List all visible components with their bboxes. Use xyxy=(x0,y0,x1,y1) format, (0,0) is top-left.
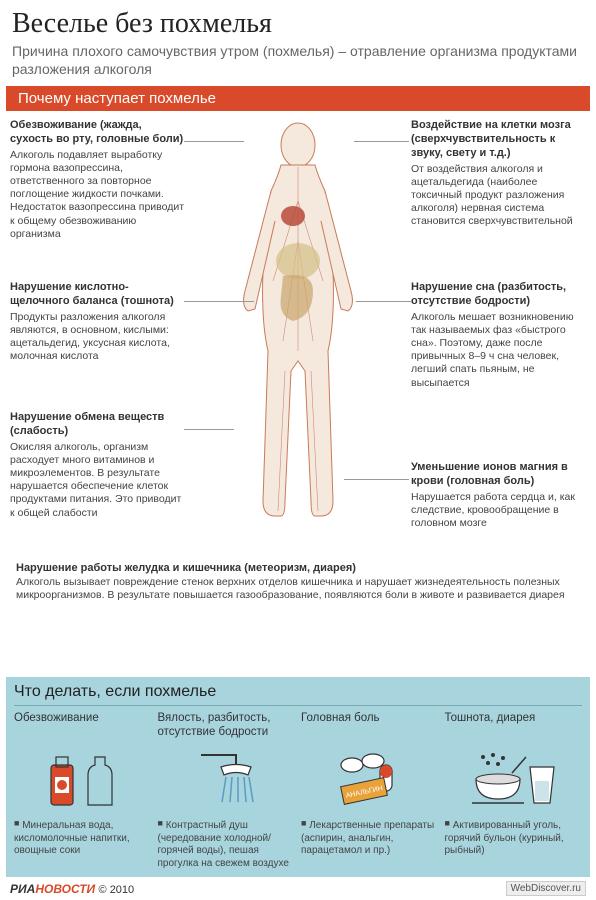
page-title: Веселье без похмелья xyxy=(0,0,596,42)
pills-icon: АНАЛЬГИН xyxy=(301,744,439,814)
callout-sleep: Нарушение сна (разбитость, отсутствие бо… xyxy=(411,281,586,389)
remedy-dehydration: Обезвоживание ■ Минеральная вода, кислом… xyxy=(14,712,152,870)
brand-logo: РИАНОВОСТИ © 2010 xyxy=(10,882,134,896)
callout-metabolism: Нарушение обмена веществ (слабость) Окис… xyxy=(10,411,185,519)
page-subtitle: Причина плохого самочувствия утром (похм… xyxy=(0,42,596,86)
credit-badge: WebDiscover.ru xyxy=(506,881,586,896)
remedy-section: Что делать, если похмелье Обезвоживание … xyxy=(6,677,590,880)
shower-icon xyxy=(158,744,296,814)
remedy-title: Что делать, если похмелье xyxy=(14,683,582,706)
body-diagram: Обезвоживание (жажда, сухость во рту, го… xyxy=(6,111,590,671)
callout-dehydration: Обезвоживание (жажда, сухость во рту, го… xyxy=(10,119,185,240)
human-body-icon xyxy=(223,121,373,521)
callout-magnesium: Уменьшение ионов магния в крови (головна… xyxy=(411,461,586,530)
callout-brain: Воздействие на клетки мозга (сверхчувств… xyxy=(411,119,586,228)
bottles-icon xyxy=(14,744,152,814)
footer: РИАНОВОСТИ © 2010 WebDiscover.ru xyxy=(0,877,596,900)
remedy-headache: Головная боль АНАЛЬГИН ■ Лекарственные п… xyxy=(301,712,439,870)
remedy-nausea: Тошнота, диарея ■ Активированный уголь, … xyxy=(445,712,583,870)
callout-stomach: Нарушение работы желудка и кишечника (ме… xyxy=(6,561,590,603)
section-why-title: Почему наступает похмелье xyxy=(6,86,590,111)
bowl-glass-icon xyxy=(445,744,583,814)
callout-acid-balance: Нарушение кислотно-щелочного баланса (то… xyxy=(10,281,185,363)
remedy-tiredness: Вялость, разбитость, отсутствие бодрости… xyxy=(158,712,296,870)
